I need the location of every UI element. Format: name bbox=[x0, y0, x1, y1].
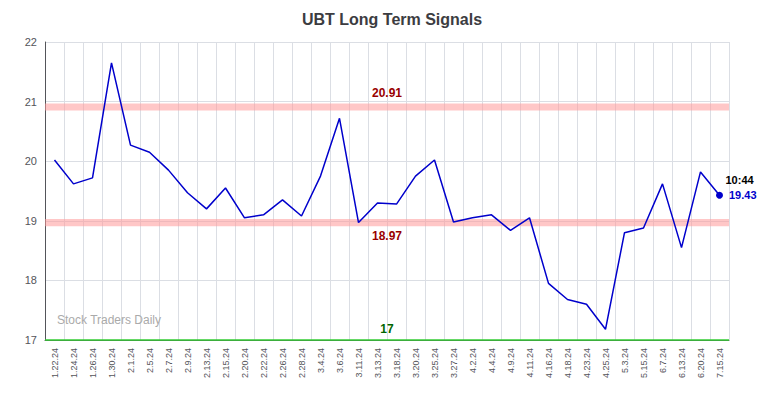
svg-text:20: 20 bbox=[25, 155, 37, 167]
svg-text:5.15.24: 5.15.24 bbox=[639, 348, 649, 378]
svg-text:4.11.24: 4.11.24 bbox=[525, 348, 535, 377]
svg-text:UBT Long Term Signals: UBT Long Term Signals bbox=[302, 11, 482, 28]
svg-text:3.4.24: 3.4.24 bbox=[316, 348, 326, 373]
svg-text:6.20.24: 6.20.24 bbox=[696, 348, 706, 378]
svg-text:2.26.24: 2.26.24 bbox=[278, 348, 288, 378]
svg-text:2.13.24: 2.13.24 bbox=[202, 348, 212, 378]
svg-text:1.24.24: 1.24.24 bbox=[69, 348, 79, 378]
svg-text:3.6.24: 3.6.24 bbox=[335, 348, 345, 373]
svg-text:2.7.24: 2.7.24 bbox=[164, 348, 174, 373]
svg-text:4.2.24: 4.2.24 bbox=[468, 348, 478, 373]
svg-text:1.30.24: 1.30.24 bbox=[107, 348, 117, 378]
svg-text:19.43: 19.43 bbox=[729, 189, 757, 201]
svg-text:19: 19 bbox=[25, 215, 37, 227]
svg-text:1.22.24: 1.22.24 bbox=[50, 348, 60, 378]
svg-text:4.18.24: 4.18.24 bbox=[563, 348, 573, 378]
svg-text:17: 17 bbox=[25, 334, 37, 346]
svg-text:22: 22 bbox=[25, 36, 37, 48]
svg-text:3.13.24: 3.13.24 bbox=[373, 348, 383, 378]
svg-text:5.3.24: 5.3.24 bbox=[620, 348, 630, 373]
svg-text:2.15.24: 2.15.24 bbox=[221, 348, 231, 378]
svg-text:4.4.24: 4.4.24 bbox=[487, 348, 497, 373]
svg-text:4.25.24: 4.25.24 bbox=[601, 348, 611, 378]
svg-text:6.7.24: 6.7.24 bbox=[658, 348, 668, 373]
svg-text:3.25.24: 3.25.24 bbox=[430, 348, 440, 378]
svg-text:18: 18 bbox=[25, 274, 37, 286]
svg-text:4.23.24: 4.23.24 bbox=[582, 348, 592, 378]
svg-text:3.18.24: 3.18.24 bbox=[392, 348, 402, 378]
svg-text:20.91: 20.91 bbox=[372, 86, 402, 100]
svg-text:3.27.24: 3.27.24 bbox=[449, 348, 459, 378]
svg-text:2.20.24: 2.20.24 bbox=[240, 348, 250, 378]
svg-text:2.9.24: 2.9.24 bbox=[183, 348, 193, 373]
svg-text:3.20.24: 3.20.24 bbox=[411, 348, 421, 378]
svg-text:2.22.24: 2.22.24 bbox=[259, 348, 269, 378]
svg-text:4.9.24: 4.9.24 bbox=[506, 348, 516, 373]
svg-text:Stock Traders Daily: Stock Traders Daily bbox=[57, 313, 161, 327]
svg-text:17: 17 bbox=[380, 322, 394, 336]
svg-text:10:44: 10:44 bbox=[726, 174, 755, 186]
svg-text:2.1.24: 2.1.24 bbox=[126, 348, 136, 373]
svg-text:18.97: 18.97 bbox=[372, 229, 402, 243]
svg-text:7.15.24: 7.15.24 bbox=[715, 348, 725, 378]
svg-text:21: 21 bbox=[25, 96, 37, 108]
svg-text:3.11.24: 3.11.24 bbox=[354, 348, 364, 377]
svg-text:4.16.24: 4.16.24 bbox=[544, 348, 554, 378]
svg-text:6.13.24: 6.13.24 bbox=[677, 348, 687, 378]
svg-text:2.5.24: 2.5.24 bbox=[145, 348, 155, 373]
svg-text:2.28.24: 2.28.24 bbox=[297, 348, 307, 378]
svg-text:1.26.24: 1.26.24 bbox=[88, 348, 98, 378]
